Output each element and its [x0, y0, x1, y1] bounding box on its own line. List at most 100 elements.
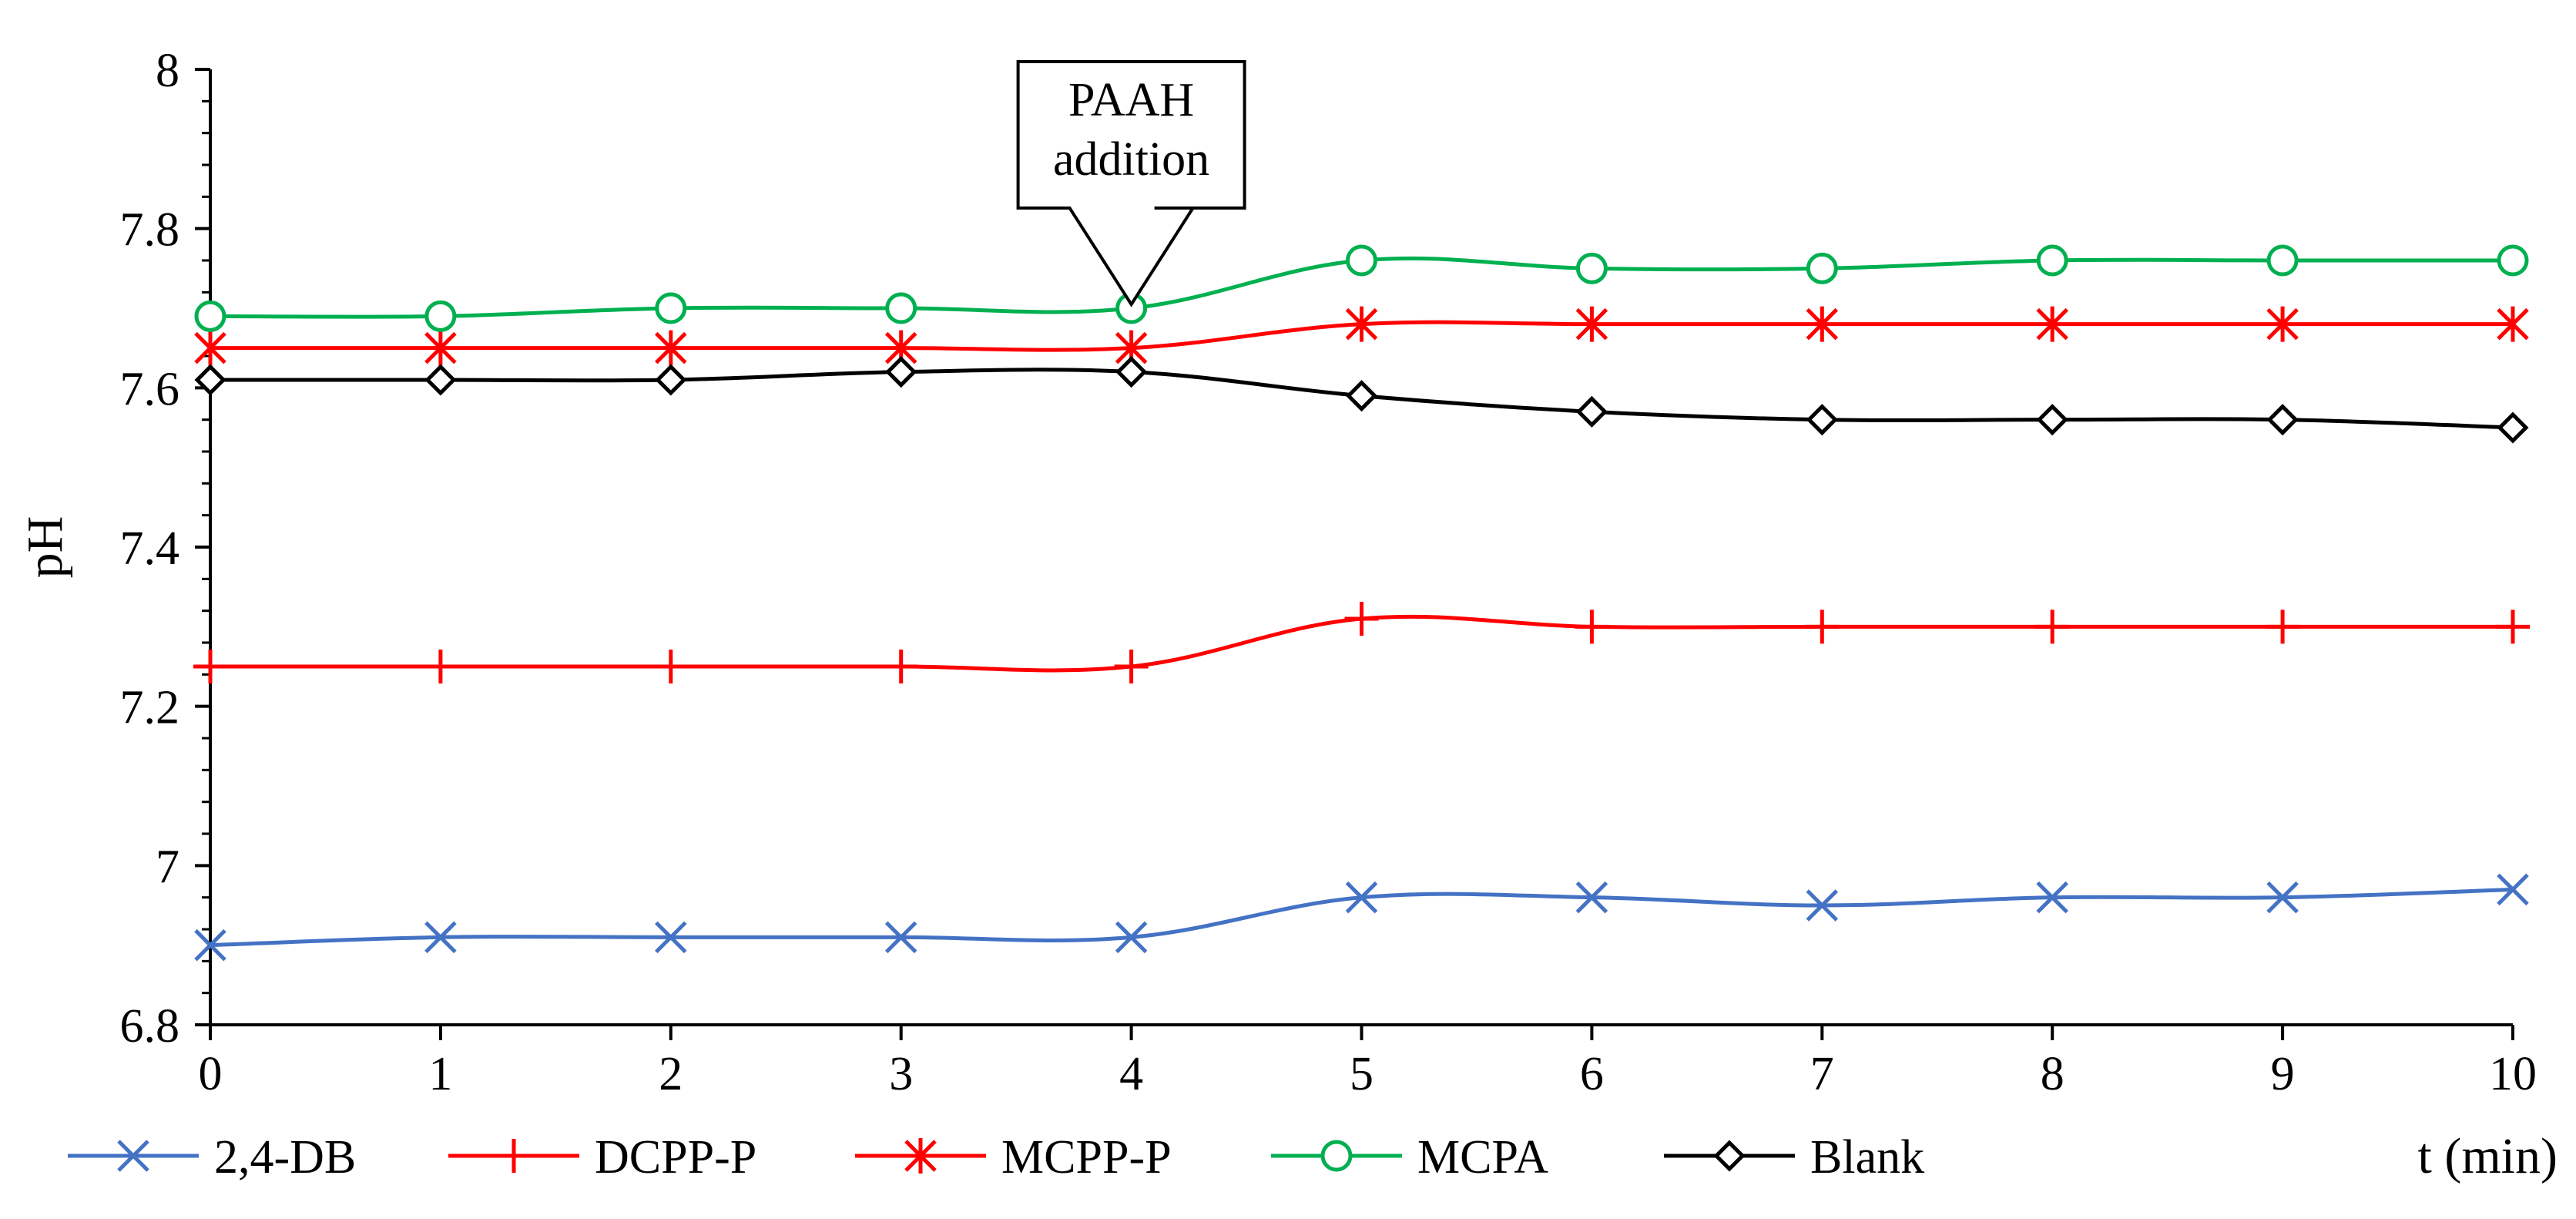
- x-tick-label: 6: [1580, 1048, 1604, 1100]
- data-point: [1345, 380, 1378, 412]
- callout-text-line: addition: [1053, 133, 1209, 186]
- legend-entry-0: 2,4-DB: [68, 1131, 356, 1184]
- legend-label: DCPP-P: [595, 1131, 756, 1184]
- y-tick-label: 8: [156, 45, 179, 97]
- data-point: [424, 300, 457, 332]
- data-point: [1806, 252, 1838, 284]
- series-0: [194, 873, 2529, 962]
- legend-entry-1: DCPP-P: [448, 1131, 756, 1184]
- data-point: [1345, 881, 1378, 914]
- data-point: [1345, 306, 1378, 342]
- data-point: [2496, 610, 2530, 644]
- data-point: [885, 292, 917, 324]
- data-point: [424, 921, 457, 954]
- x-tick-label: 8: [2041, 1048, 2064, 1100]
- data-point: [423, 650, 458, 683]
- data-point: [2497, 873, 2529, 906]
- x-tick-label: 4: [1119, 1048, 1143, 1100]
- data-point: [655, 330, 687, 366]
- data-point: [1575, 610, 1609, 644]
- data-point: [884, 650, 918, 683]
- series-layer: [193, 244, 2530, 962]
- x-tick-label: 2: [659, 1048, 683, 1100]
- x-tick-label: 5: [1350, 1048, 1374, 1100]
- data-point: [1344, 602, 1379, 636]
- legend-label: 2,4-DB: [214, 1131, 356, 1184]
- data-point: [1346, 244, 1377, 277]
- legend-entry-3: MCPA: [1271, 1131, 1548, 1184]
- data-point: [194, 364, 226, 396]
- series-2: [194, 306, 2529, 366]
- data-point: [2497, 244, 2529, 277]
- series-1: [193, 602, 2530, 683]
- legend-marker: [117, 1140, 149, 1172]
- data-point: [2036, 881, 2068, 914]
- x-axis-title: t (min): [2418, 1128, 2558, 1184]
- data-point: [1114, 650, 1149, 683]
- data-point: [655, 921, 687, 954]
- series-4: [194, 356, 2529, 444]
- y-tick-label: 6.8: [120, 1000, 180, 1053]
- data-point: [2497, 411, 2529, 444]
- data-point: [2266, 244, 2299, 277]
- data-point: [424, 364, 457, 396]
- y-tick-label: 7.6: [120, 363, 180, 415]
- axes: 6.8 7 7.2 7.4 7.6 7.8 8 0 1 2 3 4 5 6 7 8 9 10 pH t (min): [17, 45, 2558, 1184]
- x-tick-label: 0: [199, 1048, 223, 1100]
- paah-addition-callout: PAAH addition: [1016, 60, 1246, 307]
- legend-label: MCPP-P: [1001, 1131, 1172, 1184]
- y-tick-label: 7: [156, 841, 179, 893]
- y-tick-label: 7.2: [120, 682, 180, 734]
- data-point: [1806, 306, 1839, 342]
- legend-label: Blank: [1810, 1131, 1924, 1184]
- data-point: [2497, 306, 2529, 342]
- y-tick-label: 7.8: [120, 204, 180, 257]
- data-point: [2266, 881, 2299, 914]
- data-point: [2035, 610, 2070, 644]
- legend-entry-4: Blank: [1664, 1131, 1924, 1184]
- data-point: [1575, 395, 1608, 428]
- data-point: [884, 921, 917, 954]
- legend-marker: [497, 1139, 531, 1173]
- legend-entry-2: MCPP-P: [855, 1131, 1172, 1184]
- data-point: [2266, 306, 2299, 342]
- legend-marker: [904, 1138, 937, 1174]
- data-point: [1115, 356, 1148, 388]
- data-point: [194, 300, 226, 332]
- callout-text-line: PAAH: [1068, 74, 1194, 126]
- data-point: [653, 650, 688, 683]
- data-point: [655, 364, 687, 396]
- data-point: [194, 330, 226, 366]
- data-point: [2036, 244, 2068, 277]
- data-point: [2036, 404, 2068, 436]
- data-point: [424, 330, 457, 366]
- data-point: [655, 292, 687, 324]
- data-point: [2036, 306, 2068, 342]
- data-point: [193, 650, 227, 683]
- data-point: [2266, 404, 2299, 436]
- x-tick-label: 3: [889, 1048, 913, 1100]
- callout-box: [1016, 60, 1246, 307]
- data-point: [885, 356, 917, 388]
- data-point: [1805, 610, 1840, 644]
- y-tick-label: 7.4: [120, 522, 180, 575]
- data-point: [1575, 881, 1608, 914]
- x-tick-label: 9: [2271, 1048, 2295, 1100]
- data-point: [194, 929, 226, 962]
- series-3: [194, 244, 2529, 332]
- y-axis-title: pH: [17, 516, 73, 579]
- data-point: [1806, 889, 1839, 922]
- x-tick-label: 1: [428, 1048, 452, 1100]
- x-tick-label: 10: [2489, 1048, 2537, 1100]
- data-point: [1115, 921, 1148, 954]
- data-point: [2266, 610, 2300, 644]
- data-point: [1575, 252, 1608, 284]
- legend-label: MCPA: [1417, 1131, 1548, 1184]
- x-tick-label: 7: [1810, 1048, 1834, 1100]
- legend: 2,4-DB DCPP-P MCPP-P MCPA Blank: [68, 1131, 1924, 1184]
- legend-marker: [1713, 1140, 1746, 1172]
- data-point: [1575, 306, 1608, 342]
- data-point: [1806, 404, 1838, 436]
- legend-marker: [1320, 1140, 1353, 1172]
